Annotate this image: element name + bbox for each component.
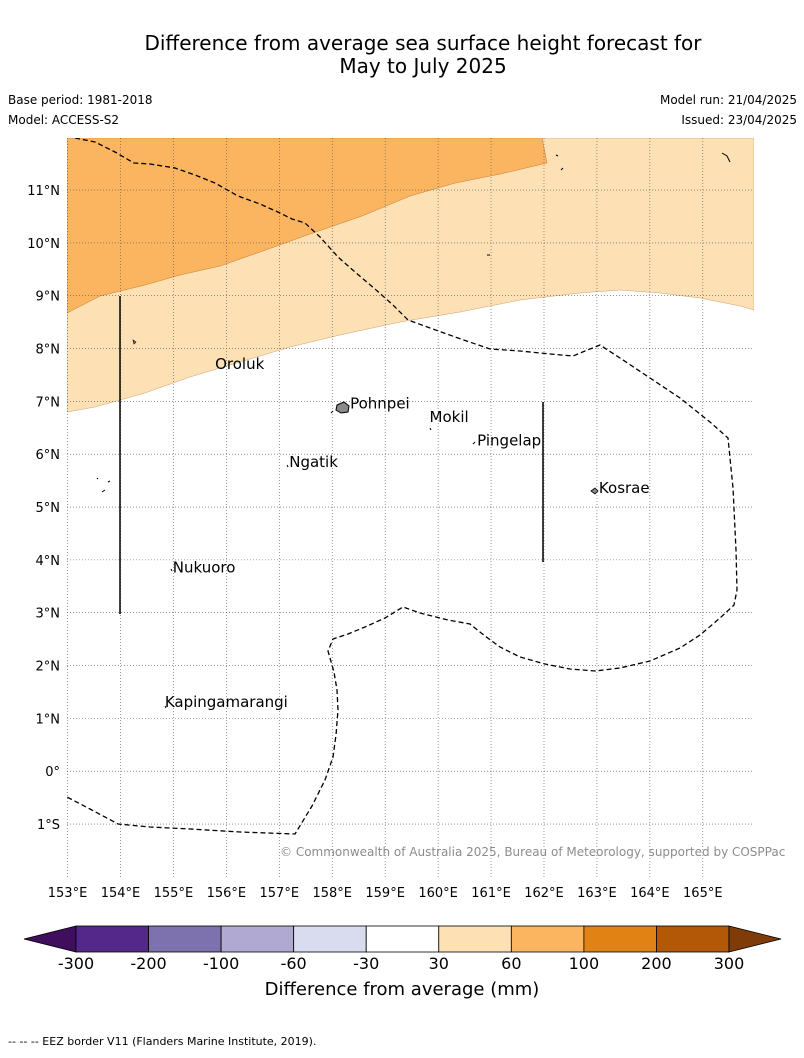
- colorbar-high-extension: [728, 925, 782, 953]
- colorbar-segment: [583, 925, 657, 953]
- lon-tick-label: 155°E: [154, 886, 194, 901]
- lat-tick-label: 9°N: [36, 290, 61, 305]
- lon-tick-label: 159°E: [365, 886, 405, 901]
- colorbar-segment: [656, 925, 730, 953]
- lon-tick-label: 162°E: [524, 886, 564, 901]
- atoll-oroluk: [132, 339, 137, 345]
- colorbar-low-extension: [23, 925, 77, 953]
- lat-tick-label: 1°S: [37, 818, 60, 833]
- lat-tick-label: 0°: [45, 765, 60, 780]
- place-label: Mokil: [430, 408, 469, 426]
- place-label: Kosrae: [599, 479, 650, 497]
- lat-tick-label: 3°N: [36, 607, 61, 622]
- lat-tick-label: 2°N: [36, 660, 61, 675]
- lon-tick-label: 165°E: [683, 886, 723, 901]
- colorbar-segment: [293, 925, 367, 953]
- place-label: Pingelap: [477, 432, 541, 450]
- lat-tick-label: 11°N: [27, 184, 60, 199]
- colorbar-segment: [438, 925, 512, 953]
- atoll-mokil: [429, 427, 432, 431]
- lat-tick-label: 1°N: [36, 712, 61, 727]
- colorbar-tick-label: 30: [429, 954, 449, 973]
- longitude-labels: 153°E 154°E 155°E 156°E 157°E 158°E 159°E 160°E…: [48, 886, 723, 901]
- lon-tick-label: 164°E: [630, 886, 670, 901]
- place-label: Oroluk: [215, 355, 264, 373]
- eez-border: [67, 138, 738, 835]
- atoll-north-2: [721, 152, 731, 163]
- lat-tick-label: 10°N: [27, 237, 60, 252]
- title-line-1: Difference from average sea surface heig…: [144, 31, 702, 55]
- copyright-notice: © Commonwealth of Australia 2025, Bureau…: [280, 845, 786, 859]
- lat-tick-label: 8°N: [36, 343, 61, 358]
- lon-tick-label: 154°E: [101, 886, 141, 901]
- colorbar-tick-label: 200: [641, 954, 672, 973]
- colorbar-segment: [75, 925, 149, 953]
- pohnpei-reef: [330, 410, 334, 414]
- place-label: Nukuoro: [173, 558, 236, 576]
- lat-tick-label: 4°N: [36, 554, 61, 569]
- atoll-pingelap: [472, 441, 476, 445]
- colorbar-tick-label: 60: [501, 954, 521, 973]
- colorbar-tick-label: -200: [130, 954, 166, 973]
- eez-footer-note: -- -- -- EEZ border V11 (Flanders Marine…: [8, 1035, 317, 1048]
- pohnpei-island: [335, 401, 350, 414]
- model-run: Model run: 21/04/2025: [659, 93, 797, 107]
- colorbar-tick-label: 100: [569, 954, 600, 973]
- lon-tick-label: 158°E: [312, 886, 352, 901]
- place-label: Kapingamarangi: [165, 693, 288, 711]
- title-line-2: May to July 2025: [339, 54, 507, 78]
- lon-tick-label: 163°E: [577, 886, 617, 901]
- lon-tick-label: 160°E: [418, 886, 458, 901]
- colorbar-tick-label: -30: [353, 954, 379, 973]
- atoll-ngatik: [286, 464, 289, 468]
- place-label: Pohnpei: [350, 395, 410, 413]
- base-period: Base period: 1981-2018: [8, 93, 153, 107]
- colorbar-segment: [365, 925, 440, 953]
- lon-tick-label: 156°E: [207, 886, 247, 901]
- lat-tick-label: 5°N: [36, 501, 61, 516]
- colorbar: -300 -200 -100 -60 -30 30 60 100 200 300 Differenc…: [23, 925, 782, 1000]
- colorbar-tick-label: -60: [281, 954, 307, 973]
- lat-tick-label: 6°N: [36, 448, 61, 463]
- lon-tick-label: 157°E: [260, 886, 300, 901]
- atoll-nukuoro: [170, 568, 173, 572]
- colorbar-segment: [220, 925, 295, 953]
- atoll-kapinga: [164, 705, 167, 709]
- kosrae-island: [590, 487, 599, 495]
- place-label: Ngatik: [289, 453, 338, 471]
- place-labels: Oroluk Pohnpei Mokil Pingelap Ngatik Kosrae Nu…: [165, 355, 650, 711]
- model-name: Model: ACCESS-S2: [8, 113, 120, 127]
- atoll-west: [96, 477, 111, 493]
- colorbar-label: Difference from average (mm): [265, 979, 540, 1000]
- colorbar-segment: [510, 925, 585, 953]
- colorbar-segment: [148, 925, 222, 953]
- map-area: Oroluk Pohnpei Mokil Pingelap Ngatik Kosrae Nu…: [67, 138, 754, 878]
- atoll-north-1: [555, 154, 564, 171]
- lon-tick-label: 153°E: [48, 886, 88, 901]
- colorbar-tick-label: 300: [714, 954, 745, 973]
- lat-tick-label: 7°N: [36, 395, 61, 410]
- lon-tick-label: 161°E: [471, 886, 511, 901]
- latitude-labels: 11°N 10°N 9°N 8°N 7°N 6°N 5°N 4°N 3°N 2°N 1°N 0° 1°S: [27, 184, 60, 833]
- issued-date: Issued: 23/04/2025: [681, 113, 797, 127]
- colorbar-tick-label: -300: [58, 954, 94, 973]
- colorbar-tick-label: -100: [203, 954, 239, 973]
